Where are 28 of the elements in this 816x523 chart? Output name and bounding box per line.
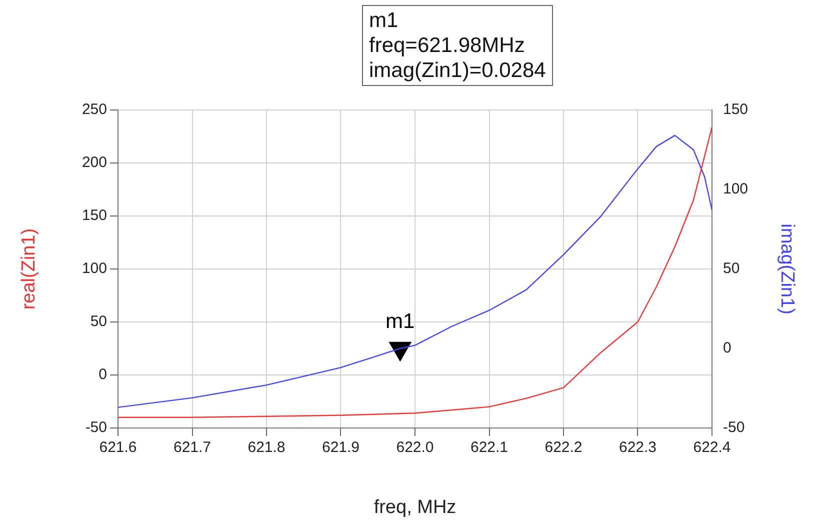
y-tick-label: 100 — [82, 260, 107, 278]
y2-tick-label: 50 — [723, 260, 740, 278]
series-label: m1 — [386, 310, 415, 333]
text: imag(Zin1)=0.0284 — [369, 58, 546, 83]
x-tick-label: 622.3 — [618, 439, 657, 456]
x-tick-label: 622.4 — [693, 439, 731, 456]
x-tick-label: 621.9 — [322, 439, 360, 456]
x-tick-label: 622.0 — [396, 439, 434, 456]
text: m1 — [369, 8, 400, 33]
y-tick-label: 200 — [82, 154, 107, 172]
y2-tick-label: 150 — [723, 101, 748, 118]
x-tick-label: 622.2 — [544, 439, 582, 456]
y-tick-label: 50 — [90, 313, 107, 330]
y-tick-label: 250 — [82, 101, 107, 118]
y-tick-label: -50 — [85, 419, 107, 436]
y-tick-label: 0 — [98, 366, 107, 384]
x-tick-label: 621.7 — [173, 439, 212, 456]
y2-tick-label: 0 — [723, 340, 732, 357]
y-axis-title: real(Zin1) — [18, 228, 40, 310]
y2-tick-label: 100 — [723, 180, 748, 198]
y2-axis-title: imag(Zin1) — [776, 224, 798, 314]
y-tick-label: 150 — [82, 207, 107, 224]
text: freq=621.98MHz — [369, 33, 526, 58]
y2-tick-label: -50 — [723, 419, 745, 436]
x-tick-label: 622.1 — [470, 439, 508, 456]
x-tick-label: 621.6 — [99, 439, 137, 456]
x-axis-title: freq, MHz — [374, 496, 456, 518]
x-tick-label: 621.8 — [248, 439, 286, 456]
